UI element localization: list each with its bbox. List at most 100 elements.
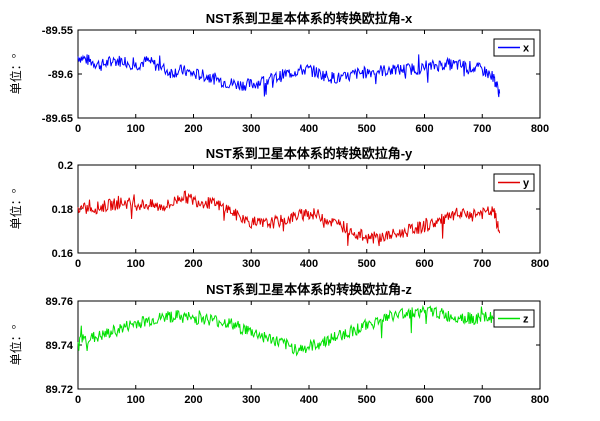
data-point-y [147,204,149,206]
legend-label: y [523,178,530,190]
data-point-z [424,311,426,313]
y-tick-label: 0.16 [52,248,73,260]
data-point-z [193,318,195,320]
data-point-z [147,320,149,322]
data-point-x [343,78,345,80]
x-tick-label: 500 [358,258,376,270]
data-point-y [250,221,252,223]
data-point-x [147,60,149,62]
chart-title-z: NST系到卫星本体系的转换欧拉角-z [206,282,412,297]
x-tick-label: 100 [127,123,145,135]
plot-area-x [77,29,541,119]
data-point-x [435,64,437,66]
data-point-x [366,71,368,73]
x-tick-label: 100 [127,394,145,406]
data-point-x [193,73,195,75]
data-point-x [123,60,125,62]
data-point-y [499,232,501,234]
data-point-y [493,210,495,212]
data-point-z [77,340,79,342]
data-point-z [343,333,345,335]
data-point-y [378,237,380,239]
plot-area-z [77,300,541,390]
data-point-y [100,206,102,208]
chart-title-y: NST系到卫星本体系的转换欧拉角-y [206,146,413,161]
data-point-x [216,78,218,80]
x-tick-label: 600 [415,123,433,135]
y-axis-label-y: 单位：° [8,188,23,229]
data-point-x [458,64,460,66]
data-point-x [112,60,114,62]
data-point-x [158,66,160,68]
x-tick-label: 400 [300,394,318,406]
data-point-y [343,226,345,228]
x-tick-label: 500 [358,123,376,135]
data-point-y [112,204,114,206]
data-point-y [424,226,426,228]
x-tick-label: 300 [242,394,260,406]
data-point-z [216,320,218,322]
data-point-z [100,335,102,337]
data-point-z [181,316,183,318]
data-point-x [181,70,183,72]
y-tick-label: 89.74 [45,340,73,352]
data-point-y [354,232,356,234]
data-point-z [89,338,91,340]
data-point-y [458,215,460,217]
data-point-z [320,342,322,344]
data-point-z [481,318,483,320]
data-point-z [366,324,368,326]
data-point-y [170,204,172,206]
data-point-x [378,70,380,72]
data-point-x [481,69,483,71]
data-point-y [274,221,276,223]
data-point-z [354,329,356,331]
x-tick-label: 100 [127,258,145,270]
data-point-x [389,70,391,72]
x-tick-label: 300 [242,258,260,270]
data-point-z [158,318,160,320]
data-point-x [354,73,356,75]
data-point-y [481,213,483,215]
y-tick-label: 0.2 [58,160,73,172]
plot-area-y [77,164,541,254]
data-point-y [204,202,206,204]
data-point-x [77,56,79,58]
data-point-z [227,322,229,324]
chart-panel-x: NST系到卫星本体系的转换欧拉角-x 0 100 200 300 400 500 600 700… [8,11,549,135]
data-point-y [158,206,160,208]
x-tick-label: 800 [531,123,549,135]
data-point-z [435,311,437,313]
data-point-y [285,219,287,221]
chart-panel-z: NST系到卫星本体系的转换欧拉角-z 0 100 200 300 400 500 600 700… [8,282,549,406]
data-point-y [123,202,125,204]
data-point-z [250,331,252,333]
x-tick-label: 400 [300,258,318,270]
x-tick-label: 0 [75,394,81,406]
data-point-y [389,235,391,237]
data-point-x [204,75,206,77]
data-point-z [458,316,460,318]
data-point-z [285,344,287,346]
data-point-z [204,318,206,320]
x-tick-label: 200 [184,123,202,135]
data-point-x [274,78,276,80]
data-point-y [216,204,218,206]
data-point-z [262,335,264,337]
data-point-z [112,331,114,333]
y-tick-label: 0.18 [52,204,73,216]
x-tick-label: 300 [242,123,260,135]
x-tick-label: 200 [184,258,202,270]
data-point-y [366,237,368,239]
data-point-z [378,320,380,322]
y-axis-label-z: 单位：° [8,324,23,365]
data-point-y [89,208,91,210]
y-tick-label: -89.65 [42,113,73,125]
data-point-x [412,68,414,70]
data-point-x [424,68,426,70]
data-point-y [193,199,195,201]
data-point-y [308,213,310,215]
data-point-y [239,217,241,219]
legend-label: z [523,314,529,326]
